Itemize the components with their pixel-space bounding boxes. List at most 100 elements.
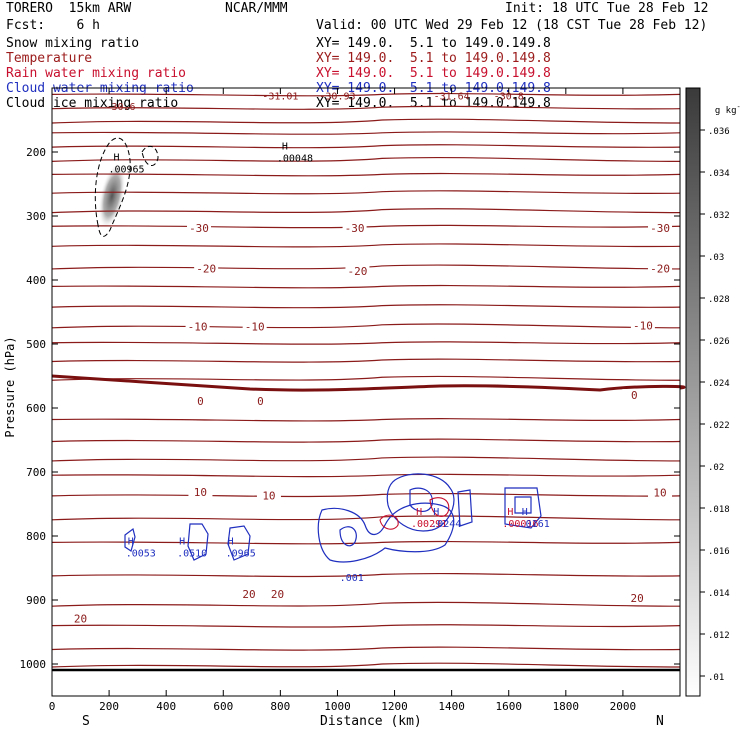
y-axis-label: Pressure (hPa) — [3, 336, 17, 438]
isotherm-line — [51, 646, 681, 651]
temperature-label-bg — [188, 485, 213, 497]
field-snow-xy: XY= 149.0. 5.1 to 149.0.149.8 — [316, 36, 551, 51]
temperature-label-bg — [194, 262, 219, 274]
top-level-value-label: -30.93 — [319, 92, 355, 103]
temperature-label-bg — [648, 222, 673, 234]
colorbar-tick-label: .014 — [708, 589, 730, 599]
isotherm-line — [51, 473, 681, 478]
isotherm-line — [51, 624, 681, 628]
temperature-contour-label: -20 — [650, 262, 670, 275]
x-tick-label: 2000 — [610, 700, 637, 713]
x-tick-label: 1200 — [381, 700, 408, 713]
colorbar-tick-label: .01 — [708, 673, 724, 683]
temperature-label-bg — [648, 486, 673, 498]
x-tick-label: 600 — [213, 700, 233, 713]
x-tick-label: 1400 — [438, 700, 465, 713]
temperature-label-bg — [648, 262, 673, 274]
maximum-mark: H — [228, 537, 234, 548]
freezing-level-line — [51, 374, 686, 392]
x-tick-label: 1000 — [324, 700, 351, 713]
temperature-label-bg — [187, 222, 212, 234]
temperature-label-bg — [68, 612, 93, 624]
temperature-contour-label: 0 — [197, 395, 204, 408]
temperature-label-bg — [242, 320, 267, 332]
isotherm-line — [51, 323, 681, 329]
colorbar-tick-label: .036 — [708, 127, 730, 137]
isotherm-line — [51, 264, 681, 270]
maximum-mark: H — [179, 537, 185, 548]
colorbar-tick-label: .018 — [708, 505, 730, 515]
temperature-label-bg — [625, 592, 650, 603]
maximum-value-label: .0161 — [520, 519, 550, 530]
field-rain-name: Rain water mixing ratio — [6, 66, 187, 81]
y-tick-label: 800 — [26, 530, 46, 543]
field-rain-xy: XY= 149.0. 5.1 to 149.0.149.8 — [316, 66, 551, 81]
colorbar-tick-label: .012 — [708, 631, 730, 641]
isotherm-line — [51, 156, 681, 162]
y-tick-label: 700 — [26, 466, 46, 479]
top-level-value-label: -30.6 — [105, 102, 135, 113]
maximum-mark: H — [128, 537, 134, 548]
colorbar-tick-label: .02 — [708, 463, 724, 473]
isotherm-line — [51, 341, 681, 345]
x-tick-label: 400 — [156, 700, 176, 713]
temperature-contour-label: -30 — [189, 222, 209, 235]
isotherm-line — [51, 144, 681, 149]
isotherm-line — [51, 438, 681, 443]
header-org: NCAR/MMM — [225, 1, 288, 16]
colorbar-unit-base: g kg — [714, 106, 737, 116]
temperature-label-bg — [342, 222, 367, 234]
isotherm-line — [51, 358, 681, 363]
isotherm-line — [51, 492, 681, 498]
maximum-mark: H — [416, 507, 422, 518]
header-fcst: Fcst: 6 h — [6, 18, 100, 33]
colorbar-tick-label: .028 — [708, 295, 730, 305]
colorbar-tick-label: .024 — [708, 379, 730, 389]
top-level-value-label: -31.01 — [262, 92, 298, 103]
temperature-contour-label: 0 — [631, 389, 638, 402]
isotherm-line — [51, 418, 681, 422]
x-axis-label: Distance (km) — [320, 714, 422, 729]
colorbar-tick-label: .03 — [708, 253, 724, 263]
x-tick-label: 1600 — [495, 700, 522, 713]
isotherm-line — [51, 243, 681, 248]
colorbar-tick-label: .034 — [708, 169, 730, 179]
temperature-label-bg — [265, 588, 290, 600]
field-snow-name: Snow mixing ratio — [6, 36, 140, 51]
maximum-value-label: .00291 — [411, 519, 447, 530]
temperature-contour-label: 10 — [194, 486, 207, 499]
temperature-label-bg — [188, 394, 213, 406]
temperature-contour-label: 10 — [262, 490, 275, 503]
temperature-contour-label: -30 — [650, 222, 670, 235]
maximum-value-label: .0965 — [226, 549, 256, 560]
field-temperature-name: Temperature — [6, 51, 93, 66]
isotherm-line — [51, 572, 681, 578]
snow-shading — [98, 162, 126, 230]
colorbar-tick-label: .032 — [708, 211, 730, 221]
maximum-value-label: .0244 — [431, 519, 461, 530]
isotherm-line — [51, 456, 681, 462]
temperature-label-bg — [256, 489, 281, 501]
x-tick-label: 1800 — [553, 700, 580, 713]
temperature-label-bg — [236, 588, 261, 600]
field-temperature-xy: XY= 149.0. 5.1 to 149.0.149.8 — [316, 51, 551, 66]
x-axis-north: N — [656, 714, 664, 729]
temperature-contour-label: -20 — [347, 265, 367, 278]
temperature-contour-label: 20 — [271, 588, 284, 601]
snow-contours — [94, 137, 159, 237]
isotherm-line — [51, 92, 681, 97]
temperature-contour-label: 20 — [74, 612, 87, 625]
isotherm-line — [51, 540, 681, 545]
isotherm-line — [51, 515, 681, 521]
isotherm-line — [51, 284, 681, 289]
header-valid: Valid: 00 UTC Wed 29 Feb 12 (18 CST Tue … — [316, 18, 708, 33]
colorbar-unit: g kg-1 — [704, 86, 740, 118]
chart-labels: 0 200 400 600 800 1000 1200 1400 1600 1800 2000200… — [20, 92, 730, 713]
isotherm-line — [51, 190, 681, 195]
temperature-label-bg — [630, 319, 655, 331]
isotherm-line — [51, 131, 681, 135]
header-model: TORERO 15km ARW — [6, 1, 132, 16]
y-tick-label: 600 — [26, 402, 46, 415]
temperature-contour-label: -30 — [345, 222, 365, 235]
